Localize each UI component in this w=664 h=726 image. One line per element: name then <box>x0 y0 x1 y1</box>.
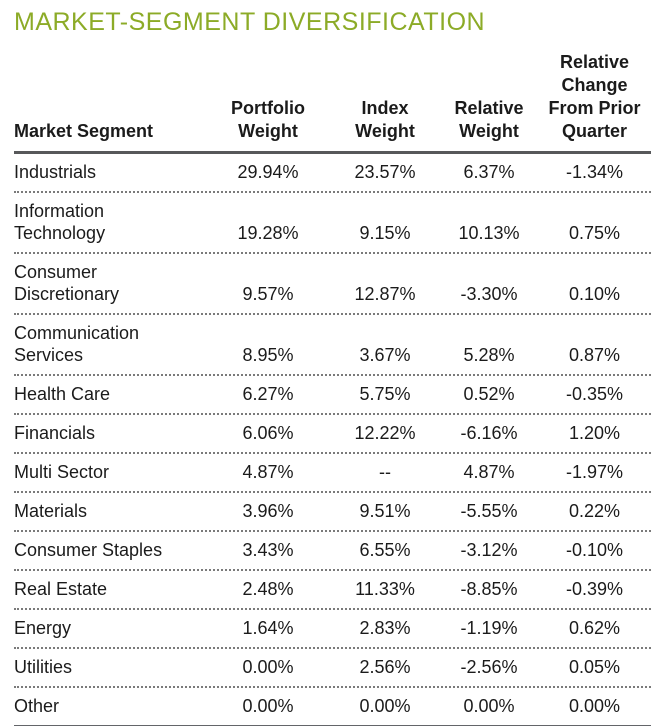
index-weight-cell: 3.67% <box>359 345 411 365</box>
relative-change-cell: 0.05% <box>568 657 621 677</box>
portfolio-weight-cell: 8.95% <box>242 345 294 365</box>
index-weight-cell: 6.55% <box>359 540 411 560</box>
relative-change-cell: 0.87% <box>568 345 621 365</box>
table-row: Real Estate 2.48% 11.33% -8.85% -0.39% <box>14 571 651 610</box>
portfolio-weight-cell: 9.57% <box>242 284 294 304</box>
segment-cell: Information Technology <box>14 201 106 243</box>
table-header-row: Market Segment Portfolio Weight Index We… <box>14 51 651 154</box>
header-line: Portfolio <box>231 98 305 118</box>
table-row: Other 0.00% 0.00% 0.00% 0.00% <box>14 688 651 726</box>
index-weight-cell: 12.22% <box>354 423 416 443</box>
portfolio-weight-cell: 19.28% <box>237 223 299 243</box>
index-weight-cell: 12.87% <box>354 284 416 304</box>
portfolio-weight-cell: 6.06% <box>242 423 294 443</box>
table-row: Industrials 29.94% 23.57% 6.37% -1.34% <box>14 154 651 193</box>
relative-change-cell: -0.35% <box>565 384 624 404</box>
relative-weight-cell: -3.30% <box>460 284 518 304</box>
relative-weight-cell: -2.56% <box>460 657 518 677</box>
segment-cell: Health Care <box>14 384 111 404</box>
portfolio-weight-cell: 29.94% <box>237 162 299 182</box>
segment-cell: Other <box>14 696 60 716</box>
relative-weight-cell: -3.12% <box>460 540 518 560</box>
header-relative-weight: Relative Weight <box>440 97 538 143</box>
relative-weight-cell: 4.87% <box>463 462 515 482</box>
market-segment-table: Market Segment Portfolio Weight Index We… <box>14 51 651 726</box>
relative-change-cell: -1.34% <box>565 162 624 182</box>
table-row: Health Care 6.27% 5.75% 0.52% -0.35% <box>14 376 651 415</box>
relative-change-cell: 0.62% <box>568 618 621 638</box>
table-row: Utilities 0.00% 2.56% -2.56% 0.05% <box>14 649 651 688</box>
portfolio-weight-cell: 1.64% <box>242 618 294 638</box>
header-line: Relative <box>559 52 630 72</box>
relative-change-cell: -1.97% <box>565 462 624 482</box>
relative-change-cell: -0.10% <box>565 540 624 560</box>
header-line: Market Segment <box>14 121 154 141</box>
segment-cell: Communication Services <box>14 323 140 365</box>
header-line: From Prior <box>548 98 641 118</box>
index-weight-cell: 2.83% <box>359 618 411 638</box>
portfolio-weight-cell: 0.00% <box>242 657 294 677</box>
header-line: Index <box>361 98 409 118</box>
index-weight-cell: 9.15% <box>359 223 411 243</box>
relative-change-cell: -0.39% <box>565 579 624 599</box>
segment-cell: Materials <box>14 501 88 521</box>
table-row: Information Technology 19.28% 9.15% 10.1… <box>14 193 651 254</box>
segment-cell: Consumer Discretionary <box>14 262 120 304</box>
relative-weight-cell: 0.52% <box>463 384 515 404</box>
portfolio-weight-cell: 3.96% <box>242 501 294 521</box>
table-row: Consumer Staples 3.43% 6.55% -3.12% -0.1… <box>14 532 651 571</box>
header-line: Weight <box>238 121 298 141</box>
segment-cell: Utilities <box>14 657 73 677</box>
header-relative-change: Relative Change From Prior Quarter <box>538 51 651 143</box>
header-line: Relative <box>454 98 524 118</box>
segment-cell: Real Estate <box>14 579 108 599</box>
segment-cell: Consumer Staples <box>14 540 163 560</box>
index-weight-cell: 9.51% <box>359 501 411 521</box>
header-market-segment: Market Segment <box>14 120 206 143</box>
header-line: Quarter <box>561 121 628 141</box>
header-portfolio-weight: Portfolio Weight <box>206 97 330 143</box>
relative-weight-cell: -8.85% <box>460 579 518 599</box>
relative-weight-cell: -5.55% <box>460 501 518 521</box>
segment-cell: Financials <box>14 423 96 443</box>
table-row: Multi Sector 4.87% -- 4.87% -1.97% <box>14 454 651 493</box>
portfolio-weight-cell: 3.43% <box>242 540 294 560</box>
table-row: Materials 3.96% 9.51% -5.55% 0.22% <box>14 493 651 532</box>
relative-weight-cell: -1.19% <box>460 618 518 638</box>
relative-weight-cell: 6.37% <box>463 162 515 182</box>
table-row: Communication Services 8.95% 3.67% 5.28%… <box>14 315 651 376</box>
portfolio-weight-cell: 0.00% <box>242 696 294 716</box>
header-index-weight: Index Weight <box>330 97 440 143</box>
portfolio-weight-cell: 2.48% <box>242 579 294 599</box>
relative-change-cell: 0.10% <box>568 284 621 304</box>
header-line: Change <box>561 75 628 95</box>
index-weight-cell: 5.75% <box>359 384 411 404</box>
index-weight-cell: -- <box>379 462 391 482</box>
segment-cell: Industrials <box>14 162 97 182</box>
relative-change-cell: 0.75% <box>568 223 621 243</box>
segment-cell: Multi Sector <box>14 462 110 482</box>
page-title: MARKET-SEGMENT DIVERSIFICATION <box>14 8 486 36</box>
segment-cell: Energy <box>14 618 72 638</box>
relative-change-cell: 1.20% <box>568 423 621 443</box>
relative-weight-cell: 0.00% <box>463 696 515 716</box>
relative-change-cell: 0.22% <box>568 501 621 521</box>
index-weight-cell: 23.57% <box>354 162 416 182</box>
index-weight-cell: 0.00% <box>359 696 411 716</box>
header-line: Weight <box>459 121 519 141</box>
index-weight-cell: 2.56% <box>359 657 411 677</box>
relative-weight-cell: 10.13% <box>458 223 520 243</box>
relative-weight-cell: -6.16% <box>460 423 518 443</box>
table-row: Financials 6.06% 12.22% -6.16% 1.20% <box>14 415 651 454</box>
header-line: Weight <box>355 121 415 141</box>
relative-change-cell: 0.00% <box>568 696 621 716</box>
relative-weight-cell: 5.28% <box>463 345 515 365</box>
portfolio-weight-cell: 4.87% <box>242 462 294 482</box>
table-row: Consumer Discretionary 9.57% 12.87% -3.3… <box>14 254 651 315</box>
table-row: Energy 1.64% 2.83% -1.19% 0.62% <box>14 610 651 649</box>
portfolio-weight-cell: 6.27% <box>242 384 294 404</box>
index-weight-cell: 11.33% <box>355 579 415 599</box>
